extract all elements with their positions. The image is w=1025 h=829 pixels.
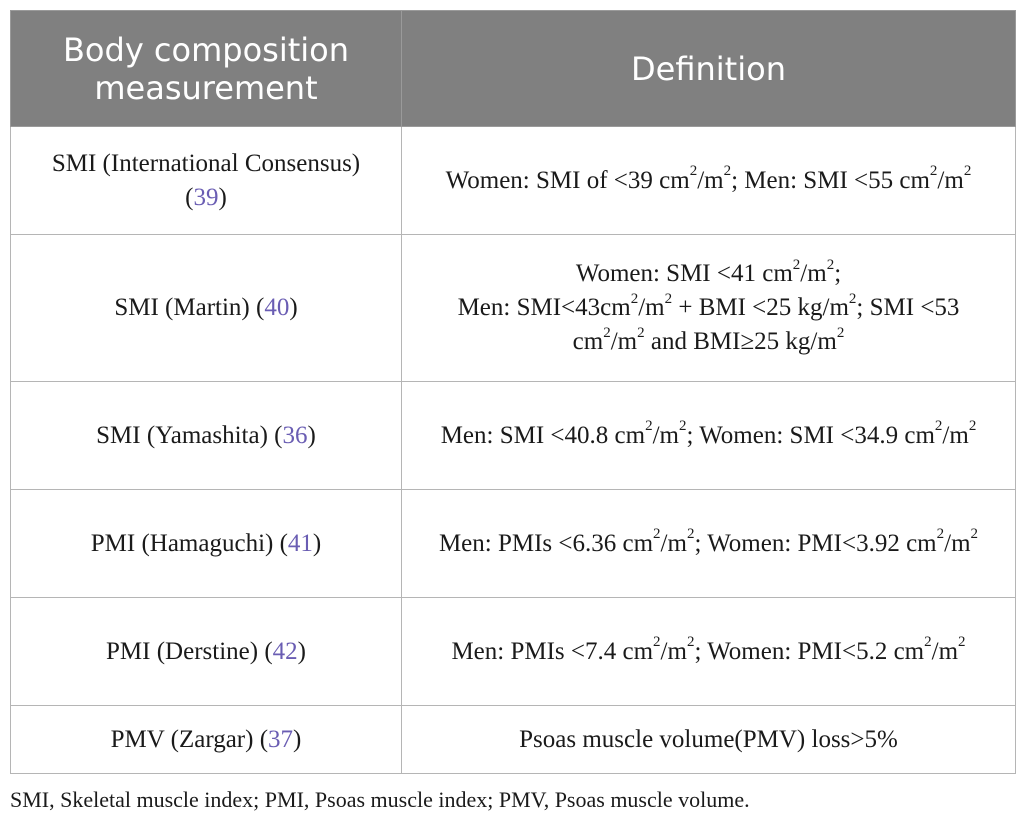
definition-cell: Psoas muscle volume(PMV) loss>5% <box>401 705 1016 774</box>
table-row: SMI (Martin) (40) Women: SMI <41 cm2/m2;… <box>10 234 1016 382</box>
measurement-cell: SMI (International Consensus) (39) <box>10 126 402 235</box>
measurement-name: PMV (Zargar) <box>110 725 254 753</box>
definition-text-line-2: Men: SMI<43cm2/m2 + BMI <25 kg/m2; SMI <… <box>457 290 960 355</box>
table-row: PMI (Derstine) (42) Men: PMIs <7.4 cm2/m… <box>10 597 1016 706</box>
table-footnote: SMI, Skeletal muscle index; PMI, Psoas m… <box>10 787 750 812</box>
definition-text: Psoas muscle volume(PMV) loss>5% <box>519 725 898 753</box>
definition-text-line-1: Women: SMI <41 cm2/m2; <box>575 256 842 287</box>
measurement-name: SMI (Yamashita) <box>96 421 268 449</box>
definition-cell: Women: SMI of <39 cm2/m2; Men: SMI <55 c… <box>401 126 1016 235</box>
table-row: PMV (Zargar) (37) Psoas muscle volume(PM… <box>10 705 1016 774</box>
table-row: SMI (Yamashita) (36) Men: SMI <40.8 cm2/… <box>10 381 1016 490</box>
measurement-cell: SMI (Martin) (40) <box>10 234 402 382</box>
body-composition-table-container: Body composition measurement Definition … <box>10 10 1016 774</box>
body-composition-table: Body composition measurement Definition … <box>10 10 1016 774</box>
header-measurement: Body composition measurement <box>10 10 402 127</box>
measurement-cell: PMV (Zargar) (37) <box>10 705 402 774</box>
definition-cell: Men: SMI <40.8 cm2/m2; Women: SMI <34.9 … <box>401 381 1016 490</box>
table-row: PMI (Hamaguchi) (41) Men: PMIs <6.36 cm2… <box>10 489 1016 598</box>
definition-text: Men: SMI <40.8 cm2/m2; Women: SMI <34.9 … <box>440 418 977 449</box>
header-definition: Definition <box>401 10 1016 127</box>
measurement-name: SMI (Martin) <box>114 294 250 321</box>
definition-cell: Women: SMI <41 cm2/m2; Men: SMI<43cm2/m2 … <box>401 234 1016 382</box>
measurement-name: PMI (Derstine) <box>106 637 259 665</box>
measurement-name: PMI (Hamaguchi) <box>90 529 274 557</box>
definition-cell: Men: PMIs <7.4 cm2/m2; Women: PMI<5.2 cm… <box>401 597 1016 706</box>
measurement-cell: PMI (Hamaguchi) (41) <box>10 489 402 598</box>
table-row: SMI (International Consensus) (39) Women… <box>10 126 1016 235</box>
reference-link[interactable]: 36 <box>282 421 308 449</box>
definition-text: Women: SMI of <39 cm2/m2; Men: SMI <55 c… <box>445 163 972 194</box>
definition-cell: Men: PMIs <6.36 cm2/m2; Women: PMI<3.92 … <box>401 489 1016 598</box>
reference-link[interactable]: 37 <box>268 725 294 753</box>
reference-link[interactable]: 41 <box>287 529 313 557</box>
measurement-name: SMI (International Consensus) <box>51 149 361 177</box>
reference-link[interactable]: 42 <box>272 637 298 665</box>
definition-text: Men: PMIs <7.4 cm2/m2; Women: PMI<5.2 cm… <box>451 634 966 665</box>
table-header-row: Body composition measurement Definition <box>10 10 1016 127</box>
definition-text: Men: PMIs <6.36 cm2/m2; Women: PMI<3.92 … <box>438 526 979 557</box>
measurement-cell: PMI (Derstine) (42) <box>10 597 402 706</box>
reference-link[interactable]: 40 <box>264 294 290 321</box>
reference-link[interactable]: 39 <box>193 183 219 211</box>
measurement-cell: SMI (Yamashita) (36) <box>10 381 402 490</box>
